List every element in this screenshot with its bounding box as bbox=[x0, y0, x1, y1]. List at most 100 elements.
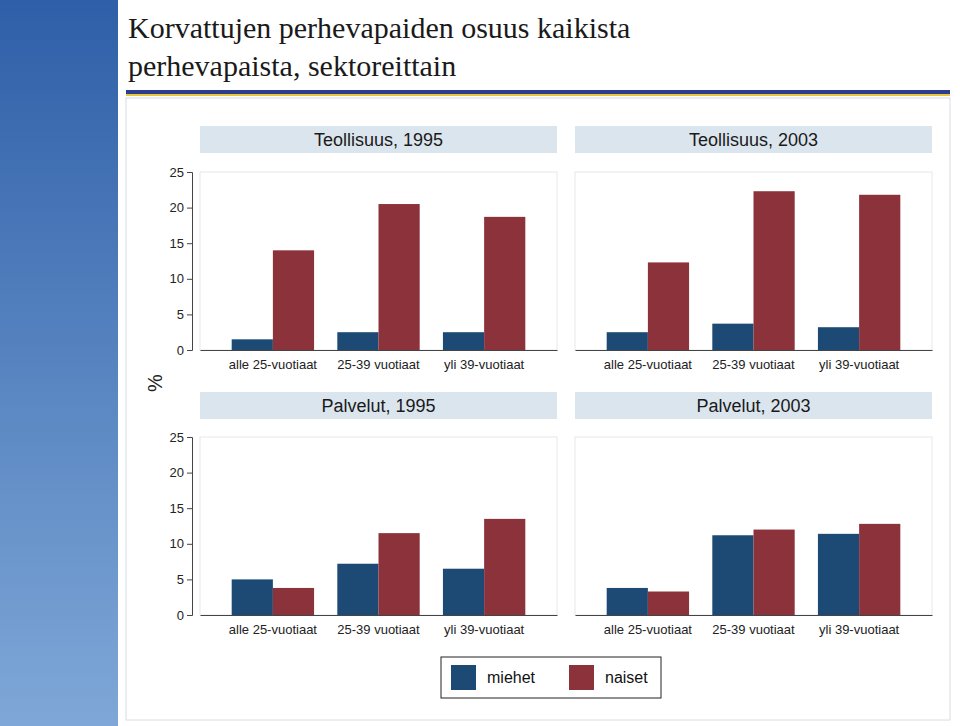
bar bbox=[379, 204, 420, 350]
y-tick-mark bbox=[187, 279, 192, 280]
x-tick-label: yli 39-vuotiaat bbox=[444, 622, 525, 637]
plot-frame bbox=[200, 437, 557, 615]
y-axis-title: % bbox=[144, 374, 166, 392]
y-axis-line bbox=[187, 173, 193, 351]
y-tick-mark bbox=[187, 208, 192, 209]
y-axis bbox=[567, 173, 569, 351]
bar bbox=[754, 191, 795, 350]
x-tick-label: alle 25-vuotiaat bbox=[229, 622, 318, 637]
x-tick-label: 25-39 vuotiaat bbox=[712, 622, 795, 637]
y-tick: 20 bbox=[170, 465, 192, 480]
bar bbox=[712, 324, 753, 350]
x-axis: alle 25-vuotiaat 25-39 vuotiaat yli 39-vuo… bbox=[201, 615, 558, 637]
y-tick-mark bbox=[187, 473, 192, 474]
x-tick-label: alle 25-vuotiaat bbox=[229, 357, 318, 372]
x-tick-label: yli 39-vuotiaat bbox=[819, 357, 900, 372]
bar bbox=[443, 569, 484, 615]
x-tick-label: 25-39 vuotiaat bbox=[712, 357, 795, 372]
x-tick: 25-39 vuotiaat bbox=[712, 615, 795, 637]
x-tick: alle 25-vuotiaat bbox=[229, 615, 318, 637]
y-tick-mark bbox=[187, 579, 192, 580]
y-tick: 20 bbox=[170, 200, 192, 215]
bar bbox=[232, 579, 273, 615]
legend-label: miehet bbox=[487, 669, 536, 686]
y-axis: 0510152025 bbox=[170, 430, 193, 623]
plot-frame bbox=[575, 437, 932, 615]
y-axis-line bbox=[567, 438, 568, 616]
y-tick-mark bbox=[187, 243, 192, 244]
y-tick-label: 0 bbox=[177, 343, 184, 358]
x-tick: 25-39 vuotiaat bbox=[337, 350, 420, 372]
y-tick-label: 20 bbox=[170, 465, 184, 480]
panel-header bbox=[575, 392, 932, 419]
plot-frame bbox=[200, 172, 557, 350]
y-tick-mark bbox=[187, 172, 192, 173]
title-rule bbox=[126, 94, 950, 96]
x-axis: alle 25-vuotiaat 25-39 vuotiaat yli 39-vuo… bbox=[576, 350, 933, 372]
bar bbox=[859, 195, 900, 350]
x-tick-label: 25-39 vuotiaat bbox=[337, 622, 420, 637]
y-tick-label: 10 bbox=[170, 271, 184, 286]
x-tick: 25-39 vuotiaat bbox=[337, 615, 420, 637]
panel: Palvelut, 19950510152025alle 25-vuotiaat… bbox=[170, 392, 558, 637]
side-strip bbox=[0, 0, 118, 726]
x-tick-label: alle 25-vuotiaat bbox=[604, 357, 693, 372]
title: Korvattujen perhevapaiden osuus kaikista… bbox=[128, 11, 630, 82]
x-tick-label: alle 25-vuotiaat bbox=[604, 622, 693, 637]
y-tick-mark bbox=[187, 350, 192, 351]
x-tick: alle 25-vuotiaat bbox=[604, 615, 693, 637]
bar bbox=[648, 262, 689, 350]
bar bbox=[273, 250, 314, 350]
bars bbox=[232, 204, 526, 350]
y-tick-label: 5 bbox=[177, 572, 184, 587]
y-tick: 15 bbox=[170, 236, 192, 251]
panel-title: Teollisuus, 1995 bbox=[314, 130, 443, 150]
panel: Teollisuus, 2003 alle 25-vuotiaat 25-39 vu… bbox=[567, 126, 933, 372]
x-tick: alle 25-vuotiaat bbox=[604, 350, 693, 372]
x-axis-line bbox=[201, 350, 558, 351]
title-rule bbox=[126, 90, 950, 94]
bar bbox=[818, 534, 859, 615]
panel-title: Teollisuus, 2003 bbox=[689, 130, 818, 150]
x-axis: alle 25-vuotiaat25-39 vuotiaatyli 39-vuo… bbox=[576, 615, 933, 637]
y-axis-line bbox=[187, 438, 193, 616]
panel: Palvelut, 2003 alle 25-vuotiaat 25-39 vuot… bbox=[567, 392, 933, 637]
bar bbox=[273, 588, 314, 615]
legend-swatch bbox=[569, 665, 594, 690]
y-tick: 15 bbox=[170, 501, 192, 516]
x-axis: alle 25-vuotiaat 25-39 vuotiaat yli 39-vuo… bbox=[201, 350, 558, 372]
bar bbox=[607, 588, 648, 615]
y-tick-label: 0 bbox=[177, 608, 184, 623]
y-tick: 5 bbox=[177, 572, 192, 587]
panel-title: Palvelut, 1995 bbox=[321, 396, 435, 416]
x-axis-line bbox=[201, 615, 558, 616]
y-tick-mark bbox=[187, 508, 192, 509]
y-tick-mark bbox=[187, 615, 192, 616]
bar bbox=[337, 332, 378, 350]
panel-title: Palvelut, 2003 bbox=[696, 396, 810, 416]
bars bbox=[232, 519, 526, 615]
bar bbox=[712, 535, 753, 615]
y-tick-label: 20 bbox=[170, 200, 184, 215]
y-tick: 10 bbox=[170, 536, 192, 551]
x-tick: yli 39-vuotiaat bbox=[444, 615, 525, 637]
bar bbox=[754, 530, 795, 615]
x-axis-line bbox=[576, 350, 933, 351]
y-tick-label: 5 bbox=[177, 307, 184, 322]
y-tick-label: 10 bbox=[170, 536, 184, 551]
y-axis bbox=[567, 438, 569, 616]
y-axis: 0510152025 bbox=[170, 165, 193, 358]
bars bbox=[607, 524, 901, 615]
x-tick-label: yli 39-vuotiaat bbox=[444, 357, 525, 372]
y-tick: 5 bbox=[177, 307, 192, 322]
legend-swatch bbox=[451, 665, 476, 690]
bar bbox=[337, 564, 378, 615]
x-tick: yli 39-vuotiaat bbox=[819, 350, 900, 372]
legend: miehet naiset bbox=[441, 657, 661, 698]
x-tick: yli 39-vuotiaat bbox=[444, 350, 525, 372]
bar bbox=[484, 519, 525, 615]
x-tick-label: 25-39 vuotiaat bbox=[337, 357, 420, 372]
y-tick-mark bbox=[187, 544, 192, 545]
y-tick-label: 15 bbox=[170, 236, 184, 251]
legend-label: naiset bbox=[605, 669, 648, 686]
